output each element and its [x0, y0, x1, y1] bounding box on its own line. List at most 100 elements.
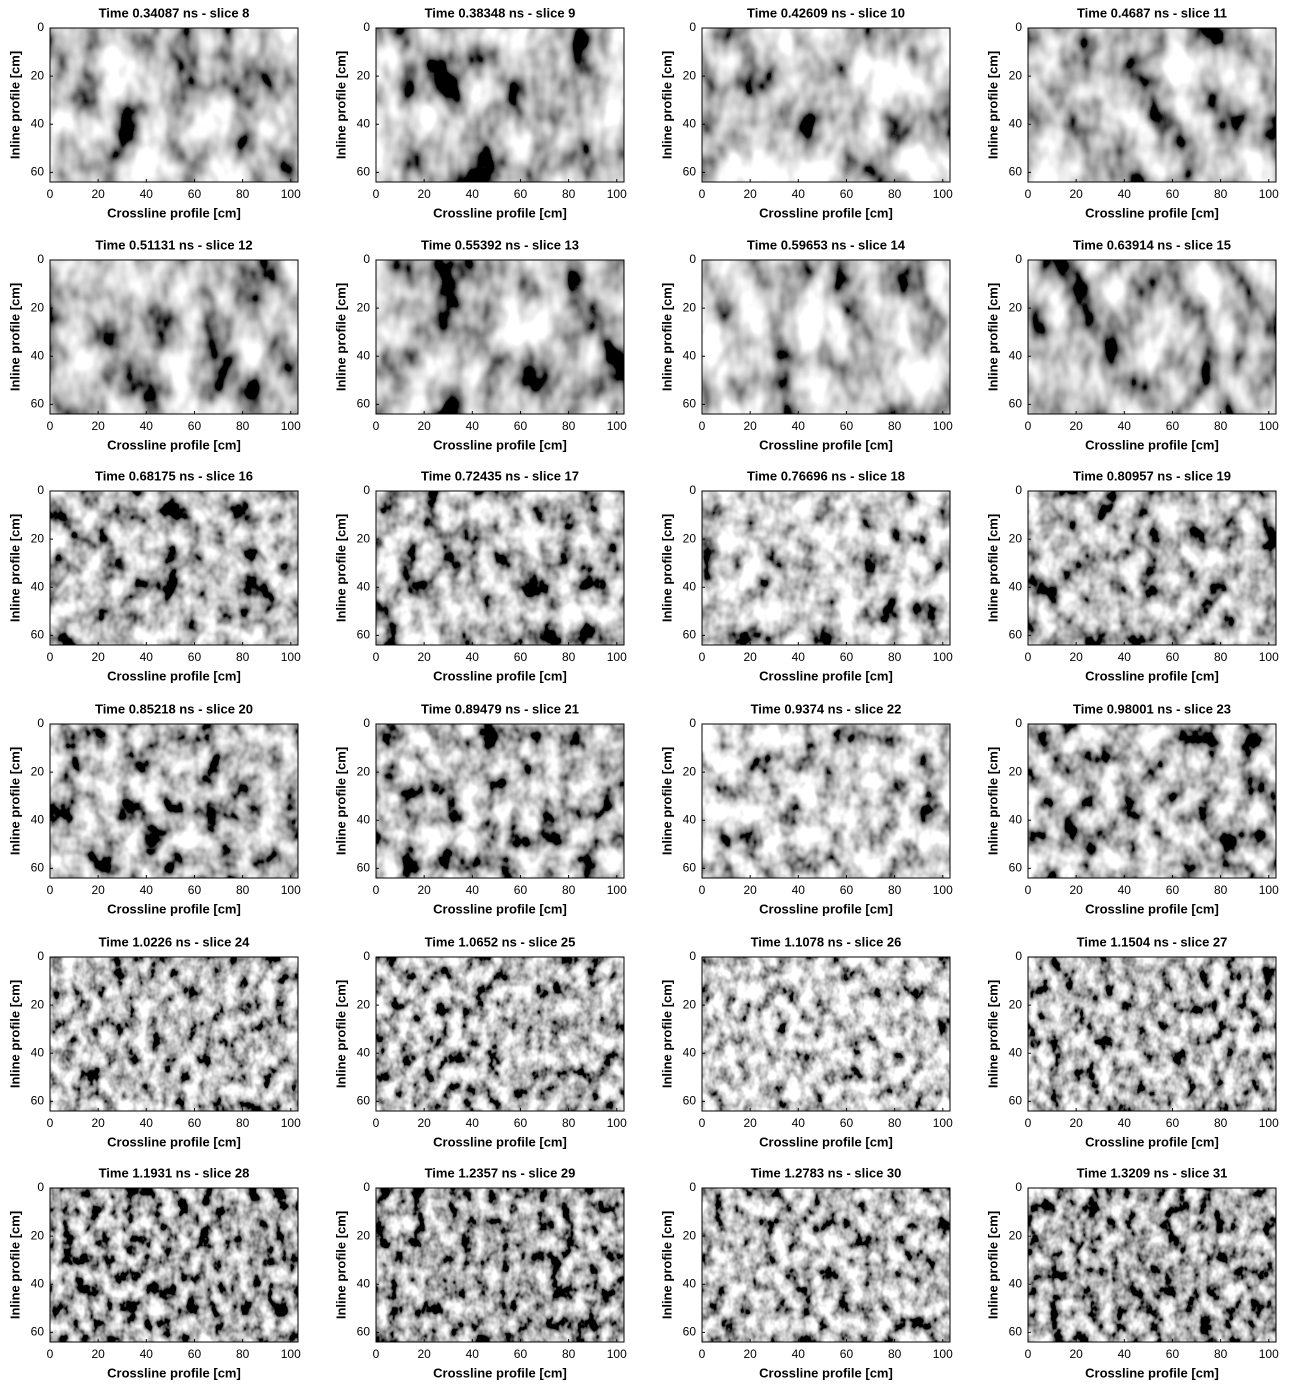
x-tick-label: 60 — [188, 1347, 202, 1361]
y-tick-label: 20 — [31, 300, 45, 314]
x-tick-label: 20 — [743, 419, 757, 433]
x-tick-label: 40 — [792, 883, 806, 897]
x-tick-label: 40 — [140, 1347, 154, 1361]
x-tick-label: 0 — [699, 419, 706, 433]
x-tick-label: 0 — [373, 650, 380, 664]
x-axis-label: Crossline profile [cm] — [759, 668, 893, 683]
x-tick-label: 60 — [188, 883, 202, 897]
x-tick-label: 100 — [933, 1347, 953, 1361]
x-tick-label: 100 — [281, 883, 301, 897]
panel: 0204060801000204060Time 0.98001 ns - sli… — [985, 701, 1279, 916]
y-tick-label: 60 — [31, 628, 45, 642]
x-tick-label: 20 — [1069, 883, 1083, 897]
y-tick-label: 40 — [1009, 348, 1023, 362]
y-tick-label: 20 — [357, 531, 371, 545]
x-tick-label: 100 — [281, 650, 301, 664]
y-tick-label: 40 — [357, 348, 371, 362]
y-tick-label: 40 — [1009, 1045, 1023, 1059]
x-tick-label: 40 — [1118, 883, 1132, 897]
y-tick-label: 0 — [1015, 20, 1022, 34]
panel: 0204060801000204060Time 0.51131 ns - sli… — [7, 237, 301, 452]
y-tick-label: 20 — [1009, 997, 1023, 1011]
y-tick-label: 40 — [683, 579, 697, 593]
x-tick-label: 20 — [1069, 187, 1083, 201]
image — [376, 491, 624, 645]
y-tick-label: 20 — [357, 997, 371, 1011]
x-tick-label: 40 — [1118, 419, 1132, 433]
y-tick-label: 0 — [363, 949, 370, 963]
x-tick-label: 0 — [1025, 883, 1032, 897]
x-tick-label: 0 — [1025, 650, 1032, 664]
x-axis-label: Crossline profile [cm] — [759, 205, 893, 220]
x-tick-label: 60 — [1166, 883, 1180, 897]
y-tick-label: 60 — [31, 1325, 45, 1339]
panel-title: Time 0.68175 ns - slice 16 — [95, 468, 253, 483]
panel-title: Time 1.1078 ns - slice 26 — [751, 934, 902, 949]
y-tick-label: 0 — [37, 716, 44, 730]
x-tick-label: 80 — [236, 883, 250, 897]
y-tick-label: 40 — [357, 116, 371, 130]
x-tick-label: 60 — [840, 1347, 854, 1361]
x-tick-label: 100 — [607, 419, 627, 433]
x-tick-label: 40 — [466, 883, 480, 897]
x-tick-label: 0 — [699, 650, 706, 664]
y-axis-label: Inline profile [cm] — [7, 747, 22, 855]
y-tick-label: 20 — [357, 1228, 371, 1242]
x-tick-label: 100 — [933, 419, 953, 433]
y-axis-label: Inline profile [cm] — [659, 1211, 674, 1319]
x-axis-label: Crossline profile [cm] — [107, 668, 241, 683]
x-tick-label: 80 — [236, 1116, 250, 1130]
y-tick-label: 20 — [1009, 531, 1023, 545]
x-tick-label: 40 — [792, 650, 806, 664]
x-tick-label: 60 — [840, 1116, 854, 1130]
x-tick-label: 0 — [699, 1347, 706, 1361]
panel-title: Time 1.0652 ns - slice 25 — [425, 934, 576, 949]
panel: 0204060801000204060Time 1.2357 ns - slic… — [333, 1165, 627, 1380]
x-tick-label: 20 — [1069, 1347, 1083, 1361]
panel-title: Time 0.55392 ns - slice 13 — [421, 237, 579, 252]
y-tick-label: 60 — [1009, 165, 1023, 179]
panel: 0204060801000204060Time 0.59653 ns - sli… — [659, 237, 953, 452]
x-tick-label: 20 — [1069, 419, 1083, 433]
image — [50, 724, 298, 878]
image — [1028, 28, 1276, 182]
y-tick-label: 60 — [31, 165, 45, 179]
x-tick-label: 60 — [1166, 419, 1180, 433]
x-tick-label: 20 — [417, 650, 431, 664]
x-tick-label: 100 — [607, 650, 627, 664]
x-tick-label: 60 — [1166, 1347, 1180, 1361]
panel-title: Time 0.38348 ns - slice 9 — [425, 5, 576, 20]
y-tick-label: 60 — [683, 165, 697, 179]
y-axis-label: Inline profile [cm] — [7, 514, 22, 622]
panel-title: Time 0.51131 ns - slice 12 — [95, 237, 252, 252]
y-axis-label: Inline profile [cm] — [333, 1211, 348, 1319]
image — [1028, 957, 1276, 1111]
y-tick-label: 20 — [683, 300, 697, 314]
x-axis-label: Crossline profile [cm] — [107, 1365, 241, 1380]
x-tick-label: 40 — [140, 187, 154, 201]
x-tick-label: 100 — [281, 187, 301, 201]
x-tick-label: 100 — [1259, 1116, 1279, 1130]
y-tick-label: 40 — [1009, 812, 1023, 826]
y-tick-label: 20 — [1009, 1228, 1023, 1242]
x-tick-label: 100 — [607, 1347, 627, 1361]
x-axis-label: Crossline profile [cm] — [1085, 1134, 1219, 1149]
x-tick-label: 40 — [466, 1116, 480, 1130]
y-tick-label: 40 — [1009, 1276, 1023, 1290]
x-tick-label: 60 — [514, 1116, 528, 1130]
x-tick-label: 100 — [281, 419, 301, 433]
y-tick-label: 0 — [363, 252, 370, 266]
panel: 0204060801000204060Time 1.1078 ns - slic… — [659, 934, 953, 1149]
x-tick-label: 60 — [1166, 187, 1180, 201]
y-tick-label: 0 — [1015, 252, 1022, 266]
page: 0204060801000204060Time 0.34087 ns - sli… — [0, 0, 1293, 1387]
panel-title: Time 0.89479 ns - slice 21 — [421, 701, 579, 716]
image — [376, 1188, 624, 1342]
y-axis-label: Inline profile [cm] — [7, 980, 22, 1088]
x-tick-label: 0 — [699, 187, 706, 201]
y-tick-label: 60 — [31, 861, 45, 875]
image — [50, 957, 298, 1111]
x-axis-label: Crossline profile [cm] — [1085, 1365, 1219, 1380]
image — [50, 491, 298, 645]
